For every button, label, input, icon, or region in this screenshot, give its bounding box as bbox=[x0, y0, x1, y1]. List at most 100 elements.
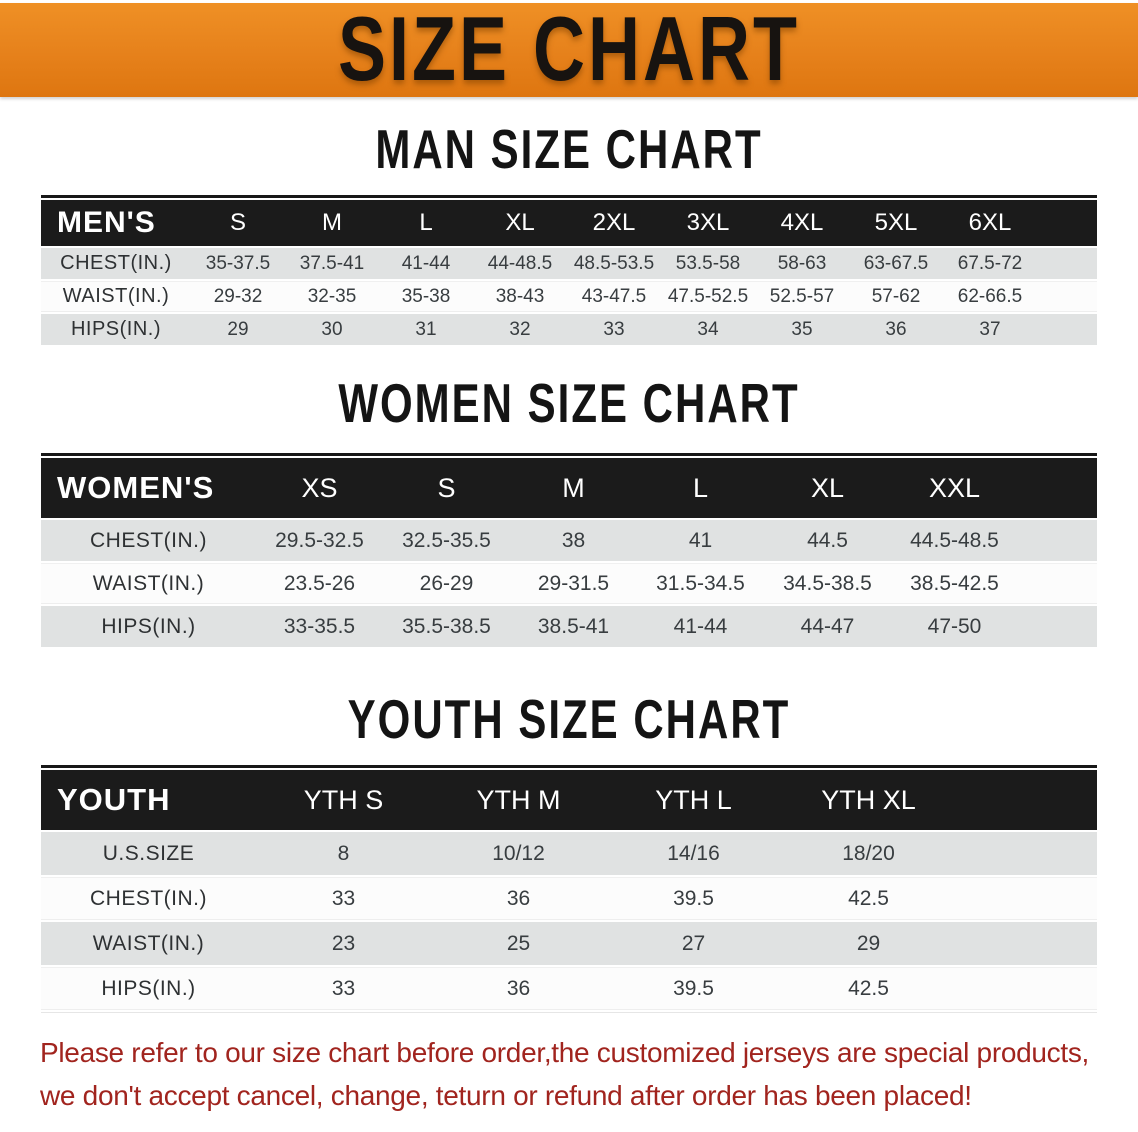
size-value: 30 bbox=[285, 314, 379, 345]
size-value: 38.5-42.5 bbox=[891, 563, 1018, 604]
size-column-header: L bbox=[379, 200, 473, 246]
man-size-chart-section: MAN SIZE CHART MEN'S S M L XL 2XL 3XL 4XL 5XL 6XL C… bbox=[0, 119, 1138, 347]
row-label: WAIST(IN.) bbox=[41, 922, 256, 965]
size-value: 44.5 bbox=[764, 520, 891, 561]
size-value: 29 bbox=[781, 922, 956, 965]
size-column-header: 3XL bbox=[661, 200, 755, 246]
size-value: 44-48.5 bbox=[473, 248, 567, 279]
size-value: 44-47 bbox=[764, 606, 891, 647]
size-value: 26-29 bbox=[383, 563, 510, 604]
size-value: 47-50 bbox=[891, 606, 1018, 647]
size-value: 62-66.5 bbox=[943, 281, 1037, 312]
header-spacer bbox=[956, 770, 1097, 830]
size-value: 34 bbox=[661, 314, 755, 345]
size-value: 38 bbox=[510, 520, 637, 561]
size-value: 52.5-57 bbox=[755, 281, 849, 312]
section-heading-text: MAN SIZE CHART bbox=[375, 118, 763, 180]
size-value: 43-47.5 bbox=[567, 281, 661, 312]
size-value: 31 bbox=[379, 314, 473, 345]
table-row: HIPS(IN.) 33 36 39.5 42.5 bbox=[41, 967, 1097, 1010]
size-value: 53.5-58 bbox=[661, 248, 755, 279]
size-column-header: XXL bbox=[891, 458, 1018, 518]
size-value: 27 bbox=[606, 922, 781, 965]
size-value: 33 bbox=[256, 877, 431, 920]
size-value: 39.5 bbox=[606, 877, 781, 920]
size-value: 33 bbox=[256, 967, 431, 1010]
size-value: 8 bbox=[256, 832, 431, 875]
row-spacer bbox=[1018, 520, 1097, 561]
size-value: 42.5 bbox=[781, 877, 956, 920]
chart-sections: MAN SIZE CHART MEN'S S M L XL 2XL 3XL 4XL 5XL 6XL C… bbox=[0, 119, 1138, 1013]
size-column-header: 6XL bbox=[943, 200, 1037, 246]
size-value: 38.5-41 bbox=[510, 606, 637, 647]
size-value: 10/12 bbox=[431, 832, 606, 875]
size-value: 31.5-34.5 bbox=[637, 563, 764, 604]
size-value: 33-35.5 bbox=[256, 606, 383, 647]
table-row: WAIST(IN.) 23.5-26 26-29 29-31.5 31.5-34.5 34… bbox=[41, 563, 1097, 604]
size-value: 63-67.5 bbox=[849, 248, 943, 279]
disclaimer-line-2: we don't accept cancel, change, teturn o… bbox=[40, 1080, 972, 1111]
size-value: 32 bbox=[473, 314, 567, 345]
disclaimer-note: Please refer to our size chart before or… bbox=[40, 1031, 1138, 1117]
row-label: CHEST(IN.) bbox=[41, 520, 256, 561]
size-column-header: L bbox=[637, 458, 764, 518]
row-label: WAIST(IN.) bbox=[41, 281, 191, 312]
row-spacer bbox=[1018, 563, 1097, 604]
size-value: 35-38 bbox=[379, 281, 473, 312]
size-value: 29-32 bbox=[191, 281, 285, 312]
size-value: 39.5 bbox=[606, 967, 781, 1010]
row-spacer bbox=[956, 877, 1097, 920]
table-row: HIPS(IN.) 29 30 31 32 33 34 35 36 37 bbox=[41, 314, 1097, 345]
size-column-header: XL bbox=[473, 200, 567, 246]
row-spacer bbox=[956, 832, 1097, 875]
size-value: 35.5-38.5 bbox=[383, 606, 510, 647]
row-label: CHEST(IN.) bbox=[41, 248, 191, 279]
youth-size-chart-table: YOUTH YTH S YTH M YTH L YTH XL U.S.SIZE 8 10/12… bbox=[41, 765, 1097, 1013]
man-size-chart-table: MEN'S S M L XL 2XL 3XL 4XL 5XL 6XL CHEST(IN.) 35-37… bbox=[41, 195, 1097, 347]
size-value: 29.5-32.5 bbox=[256, 520, 383, 561]
size-column-header: YTH S bbox=[256, 770, 431, 830]
table-row: CHEST(IN.) 33 36 39.5 42.5 bbox=[41, 877, 1097, 920]
row-spacer bbox=[956, 922, 1097, 965]
size-value: 35 bbox=[755, 314, 849, 345]
table-corner-label: YOUTH bbox=[41, 770, 256, 830]
size-value: 58-63 bbox=[755, 248, 849, 279]
size-column-header: 2XL bbox=[567, 200, 661, 246]
women-size-chart-table: WOMEN'S XS S M L XL XXL CHEST(IN.) 29.5-32.5 32.5… bbox=[41, 453, 1097, 649]
women-size-chart-section: WOMEN SIZE CHART WOMEN'S XS S M L XL XXL CHEST(I… bbox=[0, 373, 1138, 649]
size-value: 41-44 bbox=[379, 248, 473, 279]
header-row: YOUTH YTH S YTH M YTH L YTH XL bbox=[41, 770, 1097, 830]
table-corner-label: WOMEN'S bbox=[41, 458, 256, 518]
size-column-header: YTH XL bbox=[781, 770, 956, 830]
row-label: HIPS(IN.) bbox=[41, 606, 256, 647]
size-value: 35-37.5 bbox=[191, 248, 285, 279]
page-title: SIZE CHART bbox=[338, 0, 800, 101]
size-value: 23.5-26 bbox=[256, 563, 383, 604]
size-value: 67.5-72 bbox=[943, 248, 1037, 279]
section-heading-text: WOMEN SIZE CHART bbox=[338, 372, 800, 434]
banner: SIZE CHART bbox=[0, 0, 1138, 100]
size-value: 41 bbox=[637, 520, 764, 561]
size-value: 36 bbox=[849, 314, 943, 345]
row-spacer bbox=[1037, 314, 1097, 345]
table-row: CHEST(IN.) 29.5-32.5 32.5-35.5 38 41 44.5 44.5… bbox=[41, 520, 1097, 561]
size-value: 33 bbox=[567, 314, 661, 345]
size-value: 25 bbox=[431, 922, 606, 965]
size-column-header: M bbox=[510, 458, 637, 518]
size-value: 34.5-38.5 bbox=[764, 563, 891, 604]
size-column-header: XS bbox=[256, 458, 383, 518]
size-value: 37.5-41 bbox=[285, 248, 379, 279]
row-spacer bbox=[1037, 281, 1097, 312]
size-column-header: S bbox=[191, 200, 285, 246]
size-value: 41-44 bbox=[637, 606, 764, 647]
size-value: 37 bbox=[943, 314, 1037, 345]
row-label: WAIST(IN.) bbox=[41, 563, 256, 604]
header-spacer bbox=[1018, 458, 1097, 518]
section-heading-text: YOUTH SIZE CHART bbox=[347, 688, 791, 750]
size-value: 32-35 bbox=[285, 281, 379, 312]
row-label: HIPS(IN.) bbox=[41, 314, 191, 345]
size-value: 57-62 bbox=[849, 281, 943, 312]
header-spacer bbox=[1037, 200, 1097, 246]
table-row: U.S.SIZE 8 10/12 14/16 18/20 bbox=[41, 832, 1097, 875]
